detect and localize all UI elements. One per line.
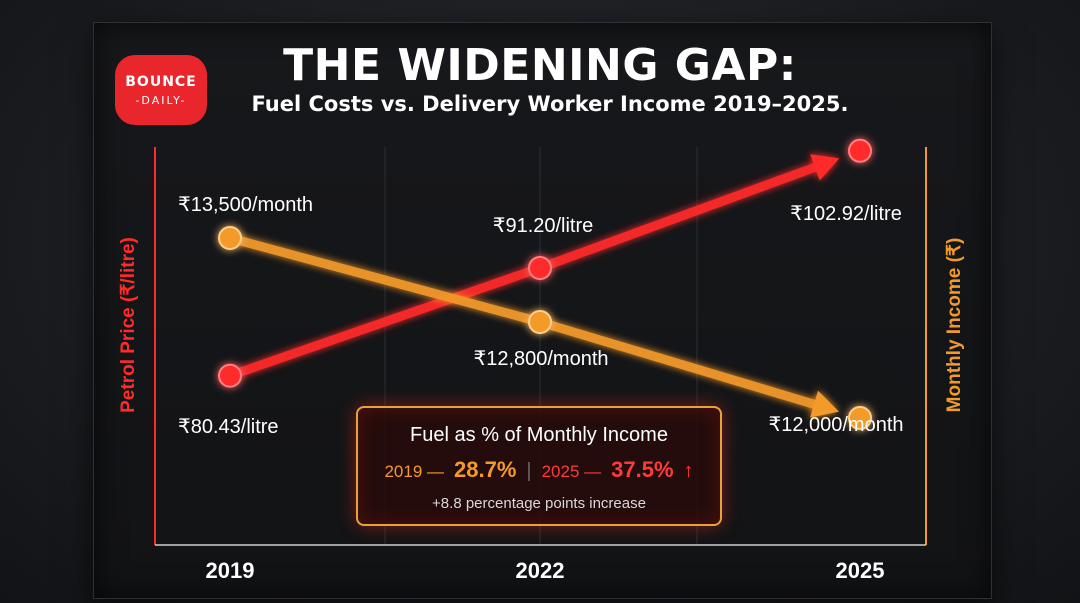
y-axis-left-label: Petrol Price (₹/litre): [118, 237, 139, 413]
petrol-price-label-2019: ₹80.43/litre: [178, 416, 279, 438]
callout-value-2019: 28.7%: [454, 457, 517, 482]
monthly-income-label-2022: ₹12,800/month: [473, 348, 608, 370]
petrol-price-point-2022: [528, 256, 552, 280]
petrol-price-label-2022: ₹91.20/litre: [493, 215, 594, 237]
monthly-income-point-2019: [218, 226, 242, 250]
brand-logo: BOUNCE -DAILY-: [115, 55, 207, 125]
logo-line1: BOUNCE: [125, 73, 197, 90]
x-tick-2025: 2025: [836, 558, 885, 583]
chart-title: THE WIDENING GAP:: [283, 40, 797, 91]
callout-value-2025: 37.5%: [611, 457, 674, 482]
monthly-income-label-2019: ₹13,500/month: [178, 194, 313, 216]
callout-separator: |: [526, 460, 532, 482]
callout-values: 2019 — 28.7% | 2025 — 37.5% ↑: [358, 457, 720, 483]
callout-year-2025: 2025 —: [541, 462, 602, 481]
petrol-price-arrowhead: [810, 154, 840, 181]
monthly-income-line: [225, 233, 827, 412]
petrol-price-point-2025: [848, 138, 872, 163]
x-tick-2019: 2019: [206, 558, 255, 583]
monthly-income-label-2025: ₹12,000/month: [768, 414, 903, 436]
monthly-income-point-2022: [528, 310, 552, 334]
petrol-price-point-2019: [218, 363, 242, 388]
callout-title: Fuel as % of Monthly Income: [410, 424, 668, 446]
up-arrow-icon: ↑: [683, 460, 694, 482]
monthly-income-arrowhead: [810, 390, 839, 418]
fuel-share-callout: Fuel as % of Monthly Income 2019 — 28.7%…: [356, 406, 722, 526]
chart-subtitle: Fuel Costs vs. Delivery Worker Income 20…: [251, 92, 849, 116]
callout-year-2019: 2019 —: [384, 462, 444, 481]
callout-footnote: +8.8 percentage points increase: [432, 495, 646, 512]
monthly-income-point-2025: [848, 406, 872, 430]
petrol-price-line: [225, 160, 827, 381]
y-axis-right-label: Monthly Income (₹): [944, 238, 965, 413]
logo-line2: -DAILY-: [135, 93, 187, 107]
x-tick-2022: 2022: [516, 558, 565, 583]
petrol-price-label-2025: ₹102.92/litre: [790, 203, 902, 225]
